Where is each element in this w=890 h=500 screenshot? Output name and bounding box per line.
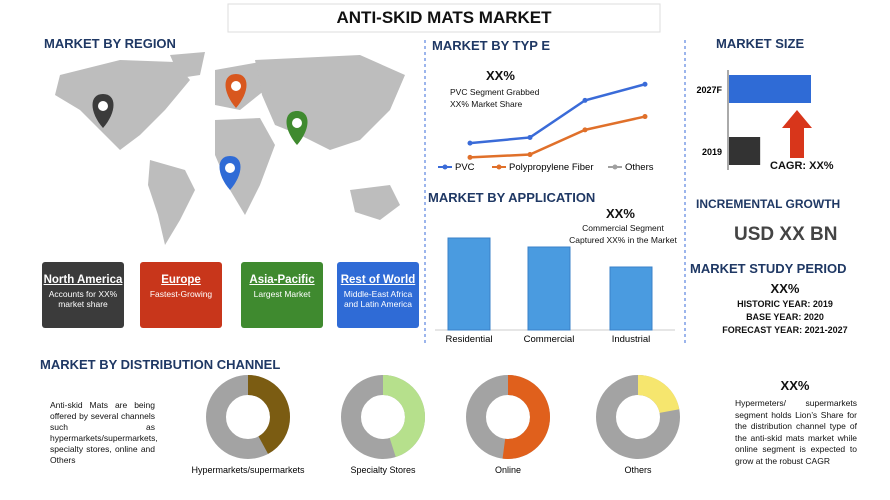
intro: Anti-skid Mats are being offered by seve… bbox=[50, 400, 158, 465]
bar bbox=[527, 246, 571, 331]
region-card: Asia-Pacific Largest Market bbox=[241, 262, 323, 328]
region-card: Europe Fastest-Growing bbox=[140, 262, 222, 328]
map-pins bbox=[92, 74, 308, 190]
card-name: Rest of World bbox=[340, 274, 416, 286]
section-heading: MARKET STUDY PERIOD bbox=[690, 261, 847, 276]
highlight: XX% bbox=[780, 378, 810, 393]
legend-label: PVC bbox=[455, 162, 475, 173]
section-heading: MARKET BY TYP E bbox=[432, 38, 550, 53]
size-bar bbox=[729, 137, 761, 165]
legend-label: Others bbox=[625, 162, 654, 173]
section-heading: INCREMENTAL GROWTH bbox=[696, 197, 841, 211]
period-line: BASE YEAR: 2020 bbox=[746, 312, 824, 322]
point bbox=[467, 140, 473, 146]
period-line: FORECAST YEAR: 2021-2027 bbox=[722, 325, 848, 335]
section-heading: MARKET SIZE bbox=[716, 36, 805, 51]
point bbox=[527, 152, 533, 158]
card-text: Largest Market bbox=[253, 289, 311, 299]
card-name: Europe bbox=[161, 274, 201, 286]
section-heading: MARKET BY APPLICATION bbox=[428, 190, 596, 205]
donut-slice bbox=[466, 375, 550, 459]
growth-arrow bbox=[782, 110, 812, 158]
donut-slice bbox=[206, 375, 290, 459]
size-bar bbox=[729, 75, 811, 103]
bar bbox=[609, 266, 653, 331]
size-label: 2027F bbox=[696, 85, 722, 95]
channel-label: Hypermarkets/supermarkets bbox=[191, 465, 305, 475]
note: Commercial Segment Captured XX% in the M… bbox=[569, 223, 677, 245]
region-card: North America Accounts for XX% market sha… bbox=[42, 262, 124, 328]
card-text: Middle-East Africa and Latin America bbox=[343, 289, 413, 309]
point bbox=[582, 127, 588, 133]
size-label: 2019 bbox=[702, 147, 722, 157]
point bbox=[582, 97, 588, 103]
category-label: Industrial bbox=[612, 334, 651, 345]
period-lines: HISTORIC YEAR: 2019 BASE YEAR: 2020 FORECA… bbox=[690, 298, 880, 337]
period-line: HISTORIC YEAR: 2019 bbox=[737, 299, 833, 309]
legend-dot bbox=[496, 164, 502, 170]
section-heading: MARKET BY REGION bbox=[44, 36, 176, 51]
card-text: Fastest-Growing bbox=[149, 289, 213, 299]
highlight: XX% bbox=[770, 281, 800, 296]
section-heading: MARKET BY DISTRIBUTION CHANNEL bbox=[40, 357, 281, 372]
point bbox=[642, 114, 648, 120]
card-text: Accounts for XX% market share bbox=[48, 289, 118, 309]
point bbox=[642, 81, 648, 87]
legend-dot bbox=[612, 164, 618, 170]
channel-label: Specialty Stores bbox=[350, 465, 416, 475]
note: Hypermeters/ supermarkets segment holds … bbox=[735, 398, 857, 466]
category-label: Commercial bbox=[524, 334, 575, 345]
title-box bbox=[227, 3, 661, 33]
legend-dot bbox=[442, 164, 448, 170]
cagr: CAGR: XX% bbox=[770, 160, 834, 172]
line-series bbox=[469, 83, 646, 145]
donut-slice bbox=[596, 375, 680, 459]
channel-label: Online bbox=[495, 465, 521, 475]
page-title: ANTI-SKID MATS MARKET bbox=[336, 8, 552, 27]
donut-slice bbox=[341, 375, 425, 459]
card-name: Asia-Pacific bbox=[249, 274, 315, 286]
legend-label: Polypropylene Fiber bbox=[509, 162, 594, 173]
category-label: Residential bbox=[446, 334, 493, 345]
growth-value: USD XX BN bbox=[734, 224, 838, 245]
world-map bbox=[55, 52, 405, 245]
highlight: XX% bbox=[486, 68, 515, 83]
region-card: Rest of World Middle-East Africa and Lati… bbox=[337, 262, 419, 328]
note: PVC Segment Grabbed XX% Market Share bbox=[450, 87, 540, 109]
line-series bbox=[469, 115, 646, 159]
card-name: North America bbox=[43, 274, 123, 286]
highlight: XX% bbox=[606, 206, 635, 221]
point bbox=[467, 154, 473, 160]
bar bbox=[447, 237, 491, 331]
point bbox=[527, 134, 533, 140]
channel-label: Others bbox=[624, 465, 652, 475]
